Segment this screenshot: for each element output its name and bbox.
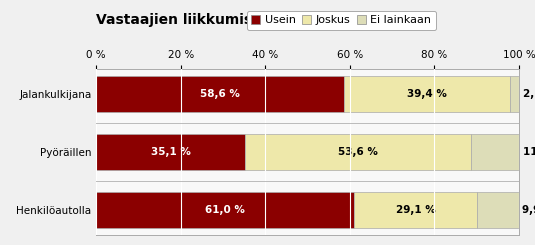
Text: 11,4 %: 11,4 % [523,147,535,157]
Text: 61,0 %: 61,0 % [205,205,245,215]
Text: 9,9 %: 9,9 % [522,205,535,215]
Legend: Usein, Joskus, Ei lainkaan: Usein, Joskus, Ei lainkaan [247,11,436,30]
Text: 2,1 %: 2,1 % [523,89,535,99]
Bar [354,192,477,228]
Text: Vastaajien liikkumistavat asuinkunnassa: Vastaajien liikkumistavat asuinkunnassa [96,13,415,27]
Text: 29,1 %: 29,1 % [396,205,435,215]
Bar [96,192,354,228]
Text: 53,6 %: 53,6 % [338,147,378,157]
Text: 39,4 %: 39,4 % [407,89,447,99]
Bar [96,134,244,170]
Text: 35,1 %: 35,1 % [150,147,190,157]
Bar [244,134,471,170]
Bar [344,76,510,112]
Bar [471,134,519,170]
Bar [96,76,344,112]
Text: 58,6 %: 58,6 % [200,89,240,99]
Bar [510,76,519,112]
Bar [477,192,519,228]
